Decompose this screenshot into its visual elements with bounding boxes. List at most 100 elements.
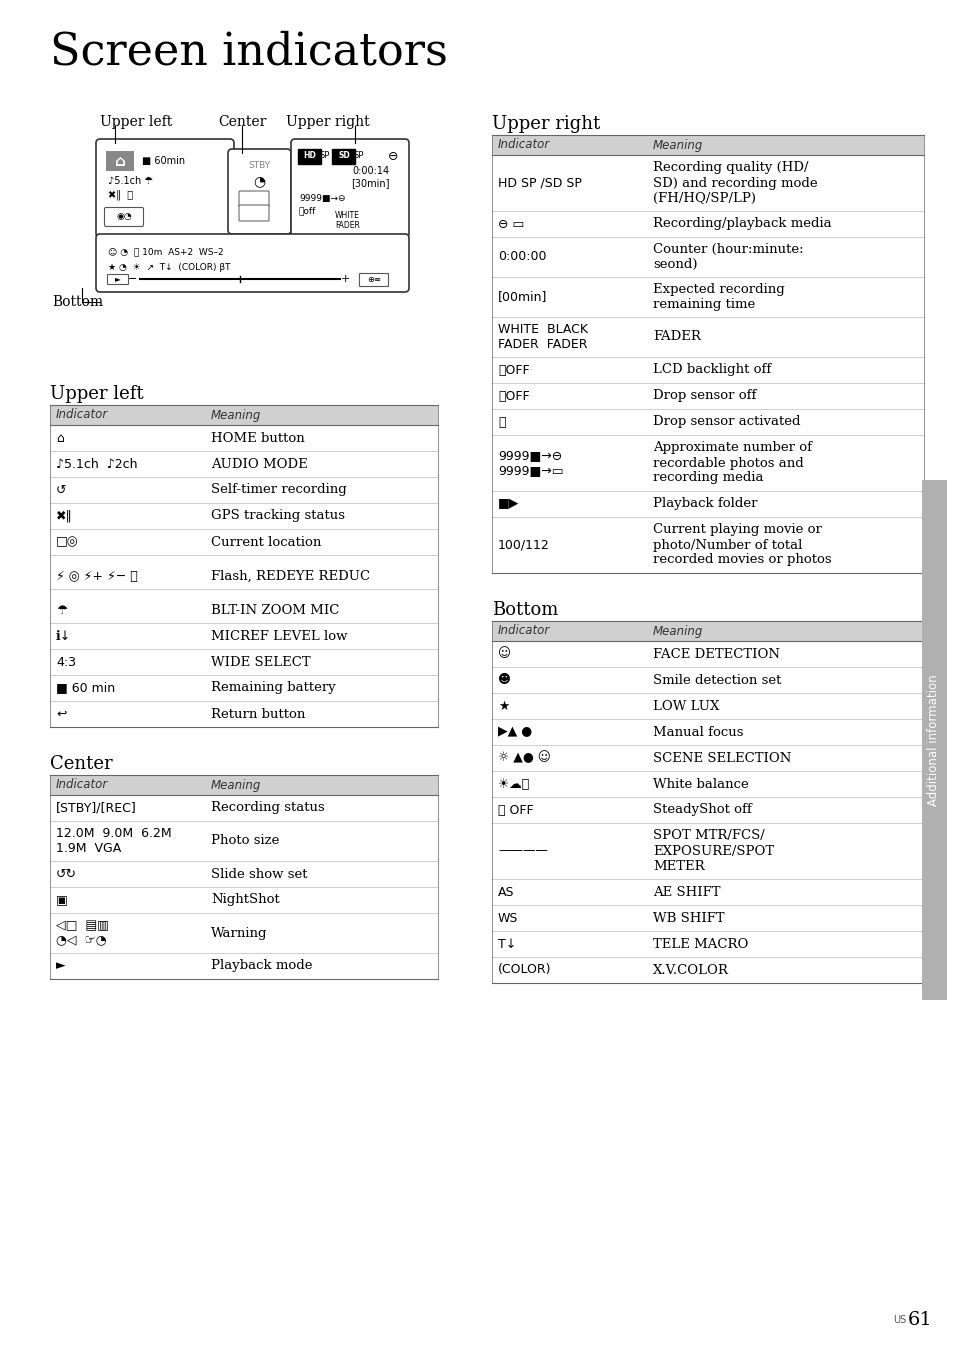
FancyBboxPatch shape <box>359 274 388 286</box>
Text: SD: SD <box>337 152 350 160</box>
Text: ⌂: ⌂ <box>114 153 125 168</box>
Bar <box>106 151 133 171</box>
Text: ⊖ ▭: ⊖ ▭ <box>497 217 524 231</box>
Text: Current playing movie or
photo/Number of total
recorded movies or photos: Current playing movie or photo/Number of… <box>652 524 831 566</box>
Text: ⌹OFF: ⌹OFF <box>497 364 529 376</box>
Text: Indicator: Indicator <box>56 779 108 791</box>
FancyBboxPatch shape <box>333 148 355 163</box>
Text: ►: ► <box>115 274 121 284</box>
Text: AE SHIFT: AE SHIFT <box>652 886 720 898</box>
Text: Upper left: Upper left <box>100 115 172 129</box>
Text: US: US <box>892 1315 905 1324</box>
Text: LOW LUX: LOW LUX <box>652 699 719 712</box>
Text: Recording quality (HD/
SD) and recording mode
(FH/HQ/SP/LP): Recording quality (HD/ SD) and recording… <box>652 161 817 205</box>
Text: Screen indicators: Screen indicators <box>50 30 447 73</box>
Text: Upper left: Upper left <box>50 385 144 403</box>
Text: LCD backlight off: LCD backlight off <box>652 364 770 376</box>
Text: WHITE
FADER: WHITE FADER <box>335 210 359 231</box>
Text: 61: 61 <box>906 1311 931 1329</box>
Text: GPS tracking status: GPS tracking status <box>211 509 345 522</box>
Text: 4:3: 4:3 <box>56 655 76 669</box>
Text: SCENE SELECTION: SCENE SELECTION <box>652 752 791 764</box>
Text: [30min]: [30min] <box>351 178 390 189</box>
Bar <box>492 622 923 641</box>
Text: ✖‖  ⓘ: ✖‖ ⓘ <box>108 190 133 201</box>
Text: Drop sensor off: Drop sensor off <box>652 389 756 403</box>
Text: WS: WS <box>497 912 517 924</box>
Text: ℹ↓: ℹ↓ <box>56 630 71 642</box>
Text: (COLOR): (COLOR) <box>497 963 551 977</box>
Text: ■ 60 min: ■ 60 min <box>56 681 115 695</box>
Text: SP: SP <box>354 152 364 160</box>
Text: Playback folder: Playback folder <box>652 498 757 510</box>
Text: Upper right: Upper right <box>492 115 599 133</box>
Bar <box>50 775 437 795</box>
Text: ☺: ☺ <box>497 647 511 661</box>
Text: ⊖: ⊖ <box>387 149 397 163</box>
Text: WB SHIFT: WB SHIFT <box>652 912 724 924</box>
Text: ★: ★ <box>497 699 509 712</box>
Text: Indicator: Indicator <box>497 138 550 152</box>
Text: Manual focus: Manual focus <box>652 726 742 738</box>
Text: ⌂: ⌂ <box>56 432 64 445</box>
Text: ◔: ◔ <box>253 174 265 189</box>
Text: −: − <box>128 274 137 284</box>
Text: □◎: □◎ <box>56 536 78 548</box>
Text: Indicator: Indicator <box>497 624 550 638</box>
Text: 100/112: 100/112 <box>497 539 549 551</box>
Text: HD SP /SD SP: HD SP /SD SP <box>497 176 581 190</box>
Text: Photo size: Photo size <box>211 835 279 848</box>
Text: Current location: Current location <box>211 536 321 548</box>
Text: ☀☁⛅: ☀☁⛅ <box>497 778 529 791</box>
Text: AUDIO MODE: AUDIO MODE <box>211 457 308 471</box>
Text: ☂: ☂ <box>56 604 67 616</box>
Text: SPOT MTR/FCS/
EXPOSURE/SPOT
METER: SPOT MTR/FCS/ EXPOSURE/SPOT METER <box>652 829 773 873</box>
Text: ↩: ↩ <box>56 707 67 721</box>
Text: Meaning: Meaning <box>652 624 702 638</box>
Text: WIDE SELECT: WIDE SELECT <box>211 655 311 669</box>
Text: ★ ◔  ☀  ↗  T↓  (COLOR) βT: ★ ◔ ☀ ↗ T↓ (COLOR) βT <box>108 263 231 273</box>
Text: 12.0M  9.0M  6.2M
1.9M  VGA: 12.0M 9.0M 6.2M 1.9M VGA <box>56 826 172 855</box>
Text: ⊕≡: ⊕≡ <box>367 275 380 285</box>
FancyBboxPatch shape <box>96 233 409 292</box>
Text: BLT-IN ZOOM MIC: BLT-IN ZOOM MIC <box>211 604 339 616</box>
Text: Self-timer recording: Self-timer recording <box>211 483 346 497</box>
Text: ⚡ ◎ ⚡+ ⚡− ⓧ: ⚡ ◎ ⚡+ ⚡− ⓧ <box>56 570 137 582</box>
Text: Recording status: Recording status <box>211 802 324 814</box>
Text: Meaning: Meaning <box>652 138 702 152</box>
Text: Meaning: Meaning <box>211 408 261 422</box>
Text: 0:00:00: 0:00:00 <box>497 251 546 263</box>
Text: Bottom: Bottom <box>492 601 558 619</box>
Text: Indicator: Indicator <box>56 408 108 422</box>
Text: ▣: ▣ <box>56 893 68 906</box>
Text: ◁□  ▤▥
◔◁  ☞◔: ◁□ ▤▥ ◔◁ ☞◔ <box>56 919 109 947</box>
Text: ————: ———— <box>497 844 547 858</box>
Text: Smile detection set: Smile detection set <box>652 673 781 687</box>
Text: ☻: ☻ <box>497 673 511 687</box>
Text: 0:00:14: 0:00:14 <box>353 166 390 176</box>
Text: +: + <box>340 274 350 284</box>
Text: HD: HD <box>303 152 316 160</box>
Text: Counter (hour:minute:
seond): Counter (hour:minute: seond) <box>652 243 802 271</box>
Text: WHITE  BLACK
FADER  FADER: WHITE BLACK FADER FADER <box>497 323 587 351</box>
Text: White balance: White balance <box>652 778 748 791</box>
Text: ◉◔: ◉◔ <box>116 213 132 221</box>
Text: X.V.COLOR: X.V.COLOR <box>652 963 728 977</box>
FancyBboxPatch shape <box>228 149 291 233</box>
Bar <box>50 404 437 425</box>
Text: Upper right: Upper right <box>286 115 370 129</box>
FancyBboxPatch shape <box>239 205 269 221</box>
Text: HOME button: HOME button <box>211 432 304 445</box>
Text: NightShot: NightShot <box>211 893 279 906</box>
Text: SteadyShot off: SteadyShot off <box>652 803 751 817</box>
FancyBboxPatch shape <box>105 208 143 227</box>
Text: Expected recording
remaining time: Expected recording remaining time <box>652 284 784 311</box>
Text: ►: ► <box>56 959 66 973</box>
Text: Playback mode: Playback mode <box>211 959 313 973</box>
Text: ⓔOFF: ⓔOFF <box>497 389 529 403</box>
Text: Meaning: Meaning <box>211 779 261 791</box>
FancyBboxPatch shape <box>96 138 233 237</box>
Text: Return button: Return button <box>211 707 305 721</box>
Text: ⓔ: ⓔ <box>497 415 505 429</box>
FancyBboxPatch shape <box>108 274 129 285</box>
